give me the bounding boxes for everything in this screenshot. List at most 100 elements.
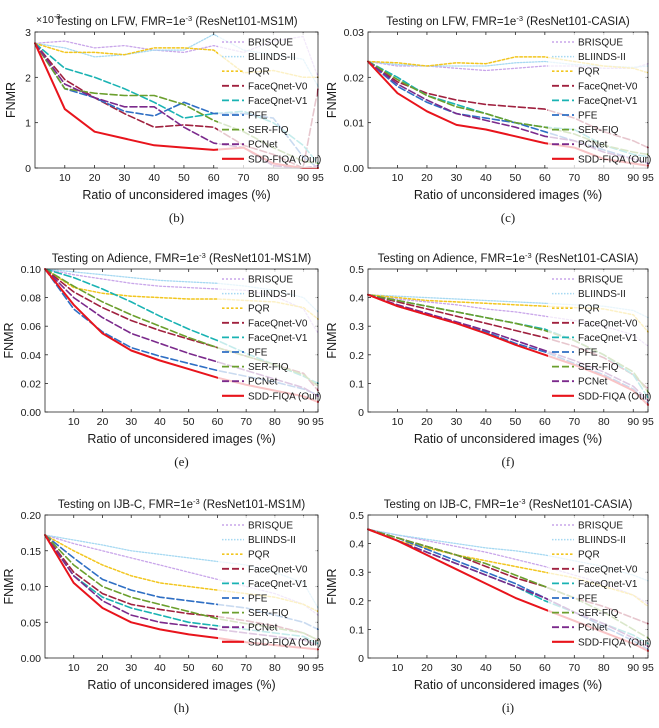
- title-prefix: Testing on: [55, 16, 107, 28]
- y-tick-label: 0.04: [21, 350, 42, 362]
- x-tick-label: 60: [539, 662, 551, 674]
- x-tick-label: 10: [59, 172, 71, 184]
- legend-label: BLIINDS-II: [578, 52, 626, 63]
- chart-panel: Testing on IJB-C, FMR=1e-3 (ResNet101-CA…: [325, 497, 654, 715]
- panel-caption: (f): [502, 454, 515, 469]
- legend-label: BLIINDS-II: [248, 289, 296, 300]
- x-tick-label: 80: [598, 172, 610, 184]
- legend-label: BRISQUE: [578, 38, 623, 49]
- legend: BRISQUE BLIINDS-II PQR FaceQnet-V0 FaceQnet-…: [218, 33, 321, 169]
- x-axis-label: Ratio of unconsidered images (%): [82, 188, 270, 202]
- title-prefix: Testing on: [58, 499, 110, 511]
- x-tick-label: 50: [183, 416, 195, 428]
- title-sep: ,: [466, 16, 472, 28]
- x-tick-label: 90: [298, 662, 310, 674]
- x-tick-label: 50: [510, 172, 522, 184]
- legend-label: FaceQnet-V0: [248, 81, 308, 92]
- title-fmr-exponent: -3: [185, 14, 192, 23]
- title-fmr-exponent: -3: [516, 14, 523, 23]
- legend: BRISQUE BLIINDS-II PQR FaceQnet-V0 FaceQnet-…: [218, 516, 321, 652]
- x-tick-label: 10: [392, 416, 404, 428]
- x-tick-label: 40: [480, 662, 492, 674]
- x-tick-label: 90: [297, 172, 309, 184]
- y-tick-label: 0.5: [349, 264, 364, 276]
- x-tick-label: 30: [451, 662, 463, 674]
- title-prefix: Testing on: [386, 16, 438, 28]
- legend-label: SER-FIQ: [248, 608, 289, 619]
- legend-label: PQR: [248, 304, 270, 315]
- x-tick-label: 70: [240, 416, 252, 428]
- title-dataset: IJB-C: [439, 499, 468, 511]
- plot-frame: [367, 514, 649, 659]
- x-tick-label: 20: [421, 662, 433, 674]
- title-dataset: IJB-C: [113, 499, 142, 511]
- x-tick-label: 20: [421, 172, 433, 184]
- series-line-pcnet: [367, 293, 649, 402]
- y-tick-label: 0: [358, 407, 364, 419]
- y-tick-label: 0.00: [21, 653, 42, 665]
- legend-label: SER-FIQ: [578, 362, 619, 373]
- y-multiplier-base: ×10: [36, 14, 54, 26]
- y-axis-label: FNMR: [325, 322, 339, 358]
- legend-label: FaceQnet-V1: [578, 333, 638, 344]
- x-tick-label: 30: [125, 416, 137, 428]
- legend-label: PQR: [578, 67, 600, 78]
- title-sep: ,: [148, 253, 154, 265]
- legend-label: SDD-FIQA (Our): [578, 154, 651, 165]
- x-tick-label: 40: [154, 416, 166, 428]
- legend-label: BRISQUE: [248, 38, 293, 49]
- title-fmr: FMR=1e: [474, 499, 518, 511]
- legend-label: PFE: [248, 594, 268, 605]
- legend-label: FaceQnet-V1: [248, 333, 308, 344]
- title-prefix: Testing on: [378, 253, 430, 265]
- legend-label: PCNet: [578, 140, 608, 151]
- series-line-pqr: [44, 534, 319, 613]
- plot-frame: [34, 31, 319, 169]
- x-tick-label: 95: [642, 662, 654, 674]
- x-tick-label: 80: [598, 416, 610, 428]
- y-tick-label: 0.05: [21, 617, 42, 629]
- title-fmr-exponent: -3: [199, 251, 206, 260]
- legend-label: PFE: [578, 348, 598, 359]
- y-tick-label: 0.2: [349, 596, 364, 608]
- x-tick-label: 95: [312, 662, 324, 674]
- x-tick-label: 10: [68, 662, 80, 674]
- legend-label: SDD-FIQA (Our): [578, 637, 651, 648]
- y-tick-label: 0.00: [21, 407, 42, 419]
- legend-label: FaceQnet-V1: [578, 96, 638, 107]
- legend: BRISQUE BLIINDS-II PQR FaceQnet-V0 FaceQnet-…: [548, 270, 651, 406]
- legend-label: BLIINDS-II: [248, 535, 296, 546]
- x-tick-label: 40: [480, 416, 492, 428]
- title-fmr: FMR=1e: [141, 16, 185, 28]
- y-tick-label: 0.10: [21, 582, 42, 594]
- x-tick-label: 50: [510, 662, 522, 674]
- panel-caption: (e): [174, 454, 188, 469]
- legend-label: PCNet: [578, 377, 608, 388]
- panel-caption: (h): [174, 700, 189, 715]
- y-tick-label: 0.3: [349, 567, 364, 579]
- x-tick-label: 70: [240, 662, 252, 674]
- x-tick-label: 60: [212, 416, 224, 428]
- x-tick-label: 80: [267, 172, 279, 184]
- x-tick-label: 10: [392, 662, 404, 674]
- x-tick-label: 95: [642, 416, 654, 428]
- chart-title: Testing on LFW, FMR=1e-3 (ResNet101-MS1M…: [55, 14, 297, 28]
- title-model: (ResNet101-CASIA): [529, 499, 633, 511]
- series-line-pqr: [367, 293, 649, 333]
- x-tick-label: 60: [539, 172, 551, 184]
- x-tick-label: 70: [568, 662, 580, 674]
- legend-label: SER-FIQ: [248, 362, 289, 373]
- title-fmr-exponent: -3: [525, 251, 532, 260]
- x-tick-label: 90: [627, 416, 639, 428]
- plot-frame: [44, 268, 319, 413]
- legend-label: FaceQnet-V1: [578, 579, 638, 590]
- title-fmr-exponent: -3: [519, 497, 526, 506]
- y-tick-label: 0.4: [349, 293, 364, 305]
- title-dataset: Adience: [433, 253, 475, 265]
- plot-frame: [367, 31, 649, 169]
- title-sep: ,: [142, 499, 148, 511]
- title-fmr: FMR=1e: [149, 499, 193, 511]
- legend-label: PCNet: [248, 623, 278, 634]
- y-tick-label: 0.1: [349, 624, 364, 636]
- legend-label: FaceQnet-V0: [248, 318, 308, 329]
